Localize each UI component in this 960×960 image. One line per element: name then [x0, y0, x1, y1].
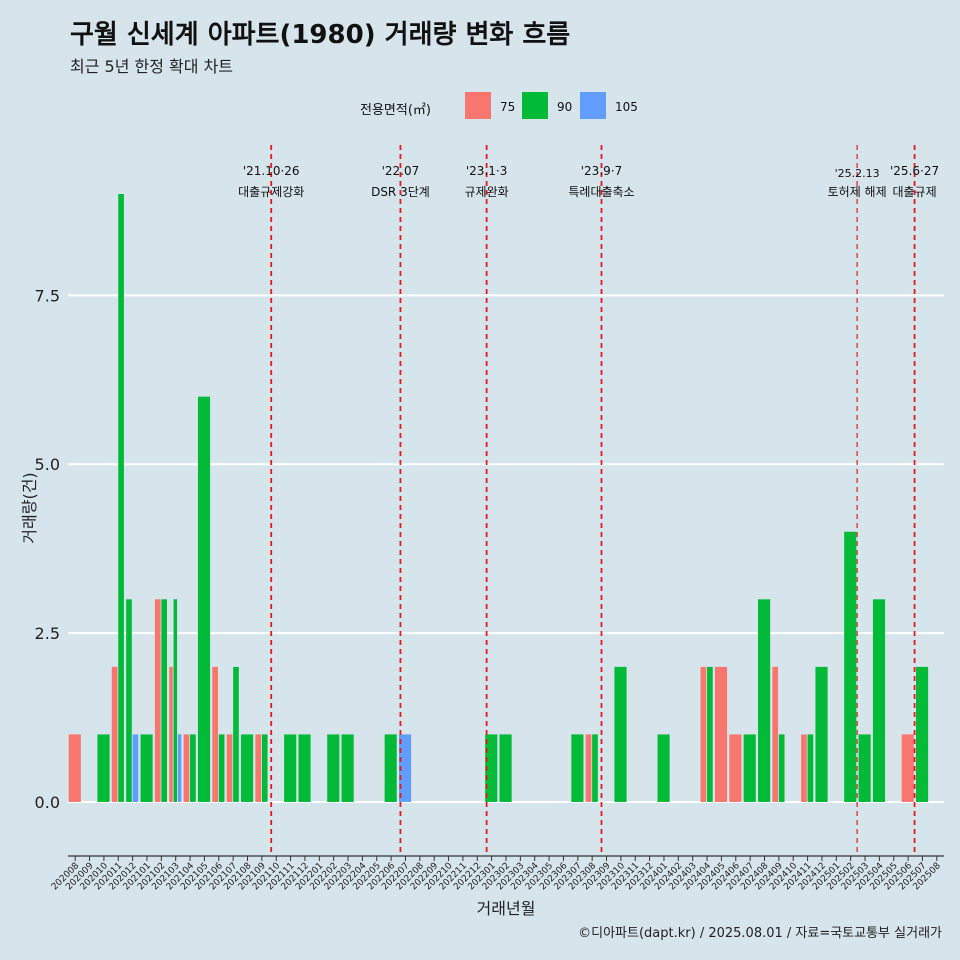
- bar-75-202404: [700, 666, 707, 802]
- bar-105-202103: [177, 734, 182, 802]
- bar-90-202102: [161, 599, 168, 802]
- bar-90-202409: [778, 734, 785, 802]
- bar-75-202109: [255, 734, 262, 802]
- bar-90-202401: [657, 734, 670, 802]
- policy-label: DSR 3단계: [371, 185, 430, 199]
- y-tick-label: 5.0: [35, 455, 60, 474]
- policy-label: 규제완화: [465, 185, 509, 199]
- bar-90-202411: [807, 734, 814, 802]
- legend-key-90: [522, 92, 548, 119]
- bar-90-202504: [872, 599, 886, 802]
- bar-90-202104: [190, 734, 196, 802]
- bar-90-202111: [284, 734, 297, 802]
- legend-title: 전용면적(㎡): [360, 103, 431, 118]
- bar-90-202010: [97, 734, 110, 802]
- bar-90-202301: [485, 734, 498, 802]
- bar-75-202008: [68, 734, 81, 802]
- bar-75-202103: [169, 666, 173, 802]
- bar-90-202308: [592, 734, 598, 802]
- x-axis-title: 거래년월: [477, 899, 536, 918]
- bar-90-202404: [707, 666, 713, 802]
- y-tick-label: 0.0: [35, 793, 60, 812]
- bar-90-202109: [261, 734, 268, 802]
- policy-date: '25.2.13: [835, 167, 880, 180]
- bar-90-202011: [118, 194, 124, 802]
- bar-90-202507: [915, 666, 929, 802]
- bar-75-202102: [154, 599, 161, 802]
- bar-75-202409: [772, 666, 779, 802]
- bar-90-202412: [815, 666, 828, 802]
- legend: 전용면적(㎡) 75 90 105: [0, 92, 960, 122]
- bar-90-202202: [327, 734, 340, 802]
- bar-90-202503: [858, 734, 871, 802]
- legend-label-75: 75: [500, 100, 516, 114]
- bar-105-202012: [132, 734, 139, 802]
- bar-90-202310: [614, 666, 627, 802]
- bar-75-202405: [714, 666, 728, 802]
- bar-90-202108: [241, 734, 254, 802]
- y-tick-label: 7.5: [35, 286, 60, 305]
- policy-label: 대출규제강화: [238, 185, 304, 199]
- bar-90-202112: [298, 734, 311, 802]
- bar-75-202411: [801, 734, 807, 802]
- y-axis-title: 거래량(건): [20, 472, 39, 543]
- bar-90-202206: [384, 734, 397, 802]
- bar-90-202502: [844, 531, 857, 802]
- policy-date: '23.1·3: [466, 164, 507, 178]
- bar-90-202407: [743, 734, 756, 802]
- policy-date: '23.9·7: [581, 164, 622, 178]
- policy-date: '22.07: [382, 164, 420, 178]
- bar-75-202011: [111, 666, 118, 802]
- policy-label: 특례대출축소: [568, 185, 634, 199]
- bar-75-202104: [183, 734, 190, 802]
- bar-75-202308: [585, 734, 592, 802]
- bar-90-202012: [126, 599, 132, 802]
- legend-key-75: [465, 92, 491, 119]
- bar-90-202302: [499, 734, 512, 802]
- legend-label-105: 105: [615, 100, 638, 114]
- chart-subtitle: 최근 5년 한정 확대 차트: [70, 57, 234, 76]
- bar-105-202207: [399, 734, 412, 802]
- bar-90-202106: [218, 734, 225, 802]
- bar-90-202103: [173, 599, 178, 802]
- policy-label: 대출규제: [892, 185, 936, 199]
- legend-label-90: 90: [557, 100, 573, 114]
- bar-90-202105: [197, 396, 211, 802]
- bar-90-202107: [233, 666, 239, 802]
- policy-date: '25.6·27: [890, 164, 939, 178]
- legend-key-105: [580, 92, 606, 119]
- footer-credit: ©디아파트(dapt.kr) / 2025.08.01 / 자료=국토교통부 실…: [578, 926, 942, 941]
- bar-75-202406: [729, 734, 742, 802]
- bar-90-202408: [758, 599, 771, 802]
- bar-90-202203: [341, 734, 354, 802]
- bar-90-202101: [140, 734, 153, 802]
- bar-75-202107: [226, 734, 233, 802]
- policy-label: 토허제 해제: [828, 185, 887, 199]
- chart-title: 구월 신세계 아파트(1980) 거래량 변화 흐름: [70, 20, 571, 50]
- y-tick-label: 2.5: [35, 624, 60, 643]
- bar-90-202307: [571, 734, 584, 802]
- bar-75-202106: [212, 666, 218, 802]
- bar-75-202506: [901, 734, 914, 802]
- policy-date: '21.10·26: [243, 164, 300, 178]
